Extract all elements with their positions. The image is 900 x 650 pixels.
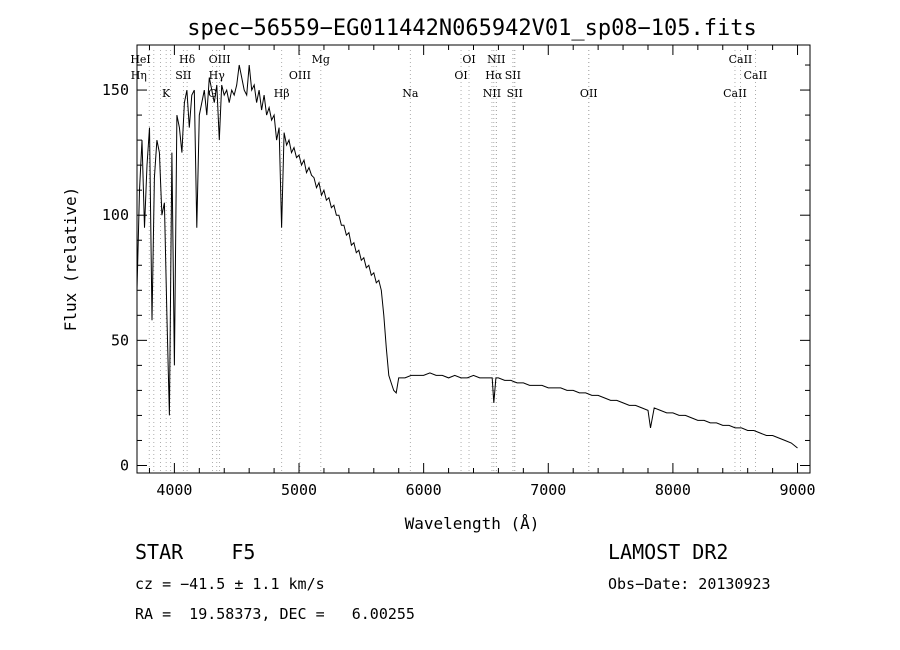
marker-label: NII <box>483 87 501 100</box>
chart-title: spec−56559−EG011442N065942V01_sp08−105.f… <box>187 16 757 41</box>
marker-label: CaII <box>729 53 753 66</box>
marker-label: SII <box>505 69 521 82</box>
marker-label: CaII <box>723 87 747 100</box>
x-tick-label: 6000 <box>406 481 442 499</box>
y-axis-label: Flux (relative) <box>61 187 80 332</box>
marker-label: OIII <box>289 69 311 82</box>
velocity-label: cz = −41.5 ± 1.1 km/s <box>135 575 325 593</box>
marker-label: Hδ <box>179 53 196 66</box>
classification-label: STAR F5 <box>135 540 256 564</box>
x-tick-label: 5000 <box>281 481 317 499</box>
emission-line-markers <box>148 50 756 473</box>
marker-label: K <box>162 87 171 100</box>
marker-label: CaII <box>744 69 768 82</box>
marker-label: Hβ <box>274 87 290 100</box>
marker-label: SII <box>507 87 523 100</box>
marker-label: NII <box>487 53 505 66</box>
marker-label: Mg <box>312 53 330 66</box>
y-axis-ticks: 0 50 100 150 <box>102 64 810 474</box>
plot-frame <box>136 44 811 474</box>
y-tick-label: 100 <box>102 206 129 224</box>
marker-label: Hγ <box>209 69 226 82</box>
y-tick-label: 150 <box>102 81 129 99</box>
marker-label: OI <box>462 53 475 66</box>
marker-label: OI <box>454 69 467 82</box>
marker-label: Na <box>402 87 419 100</box>
y-tick-label: 0 <box>120 456 129 474</box>
x-axis-ticks: 4000 5000 6000 7000 8000 9000 <box>148 45 816 499</box>
x-tick-label: 4000 <box>156 481 192 499</box>
x-tick-label: 8000 <box>655 481 691 499</box>
coordinates-label: RA = 19.58373, DEC = 6.00255 <box>135 605 415 623</box>
marker-label: Hα <box>485 69 503 82</box>
marker-label: HeI <box>130 53 150 66</box>
y-tick-label: 50 <box>111 331 129 349</box>
survey-label: LAMOST DR2 <box>608 540 729 564</box>
marker-label: Hη <box>131 69 147 82</box>
marker-label: OII <box>580 87 598 100</box>
spectrum-line <box>136 64 798 449</box>
x-axis-label: Wavelength (Å) <box>405 514 540 533</box>
marker-label: OIII <box>209 53 231 66</box>
x-tick-label: 9000 <box>779 481 815 499</box>
obs-date-label: Obs−Date: 20130923 <box>608 575 771 593</box>
x-tick-label: 7000 <box>530 481 566 499</box>
marker-label: SII <box>175 69 191 82</box>
